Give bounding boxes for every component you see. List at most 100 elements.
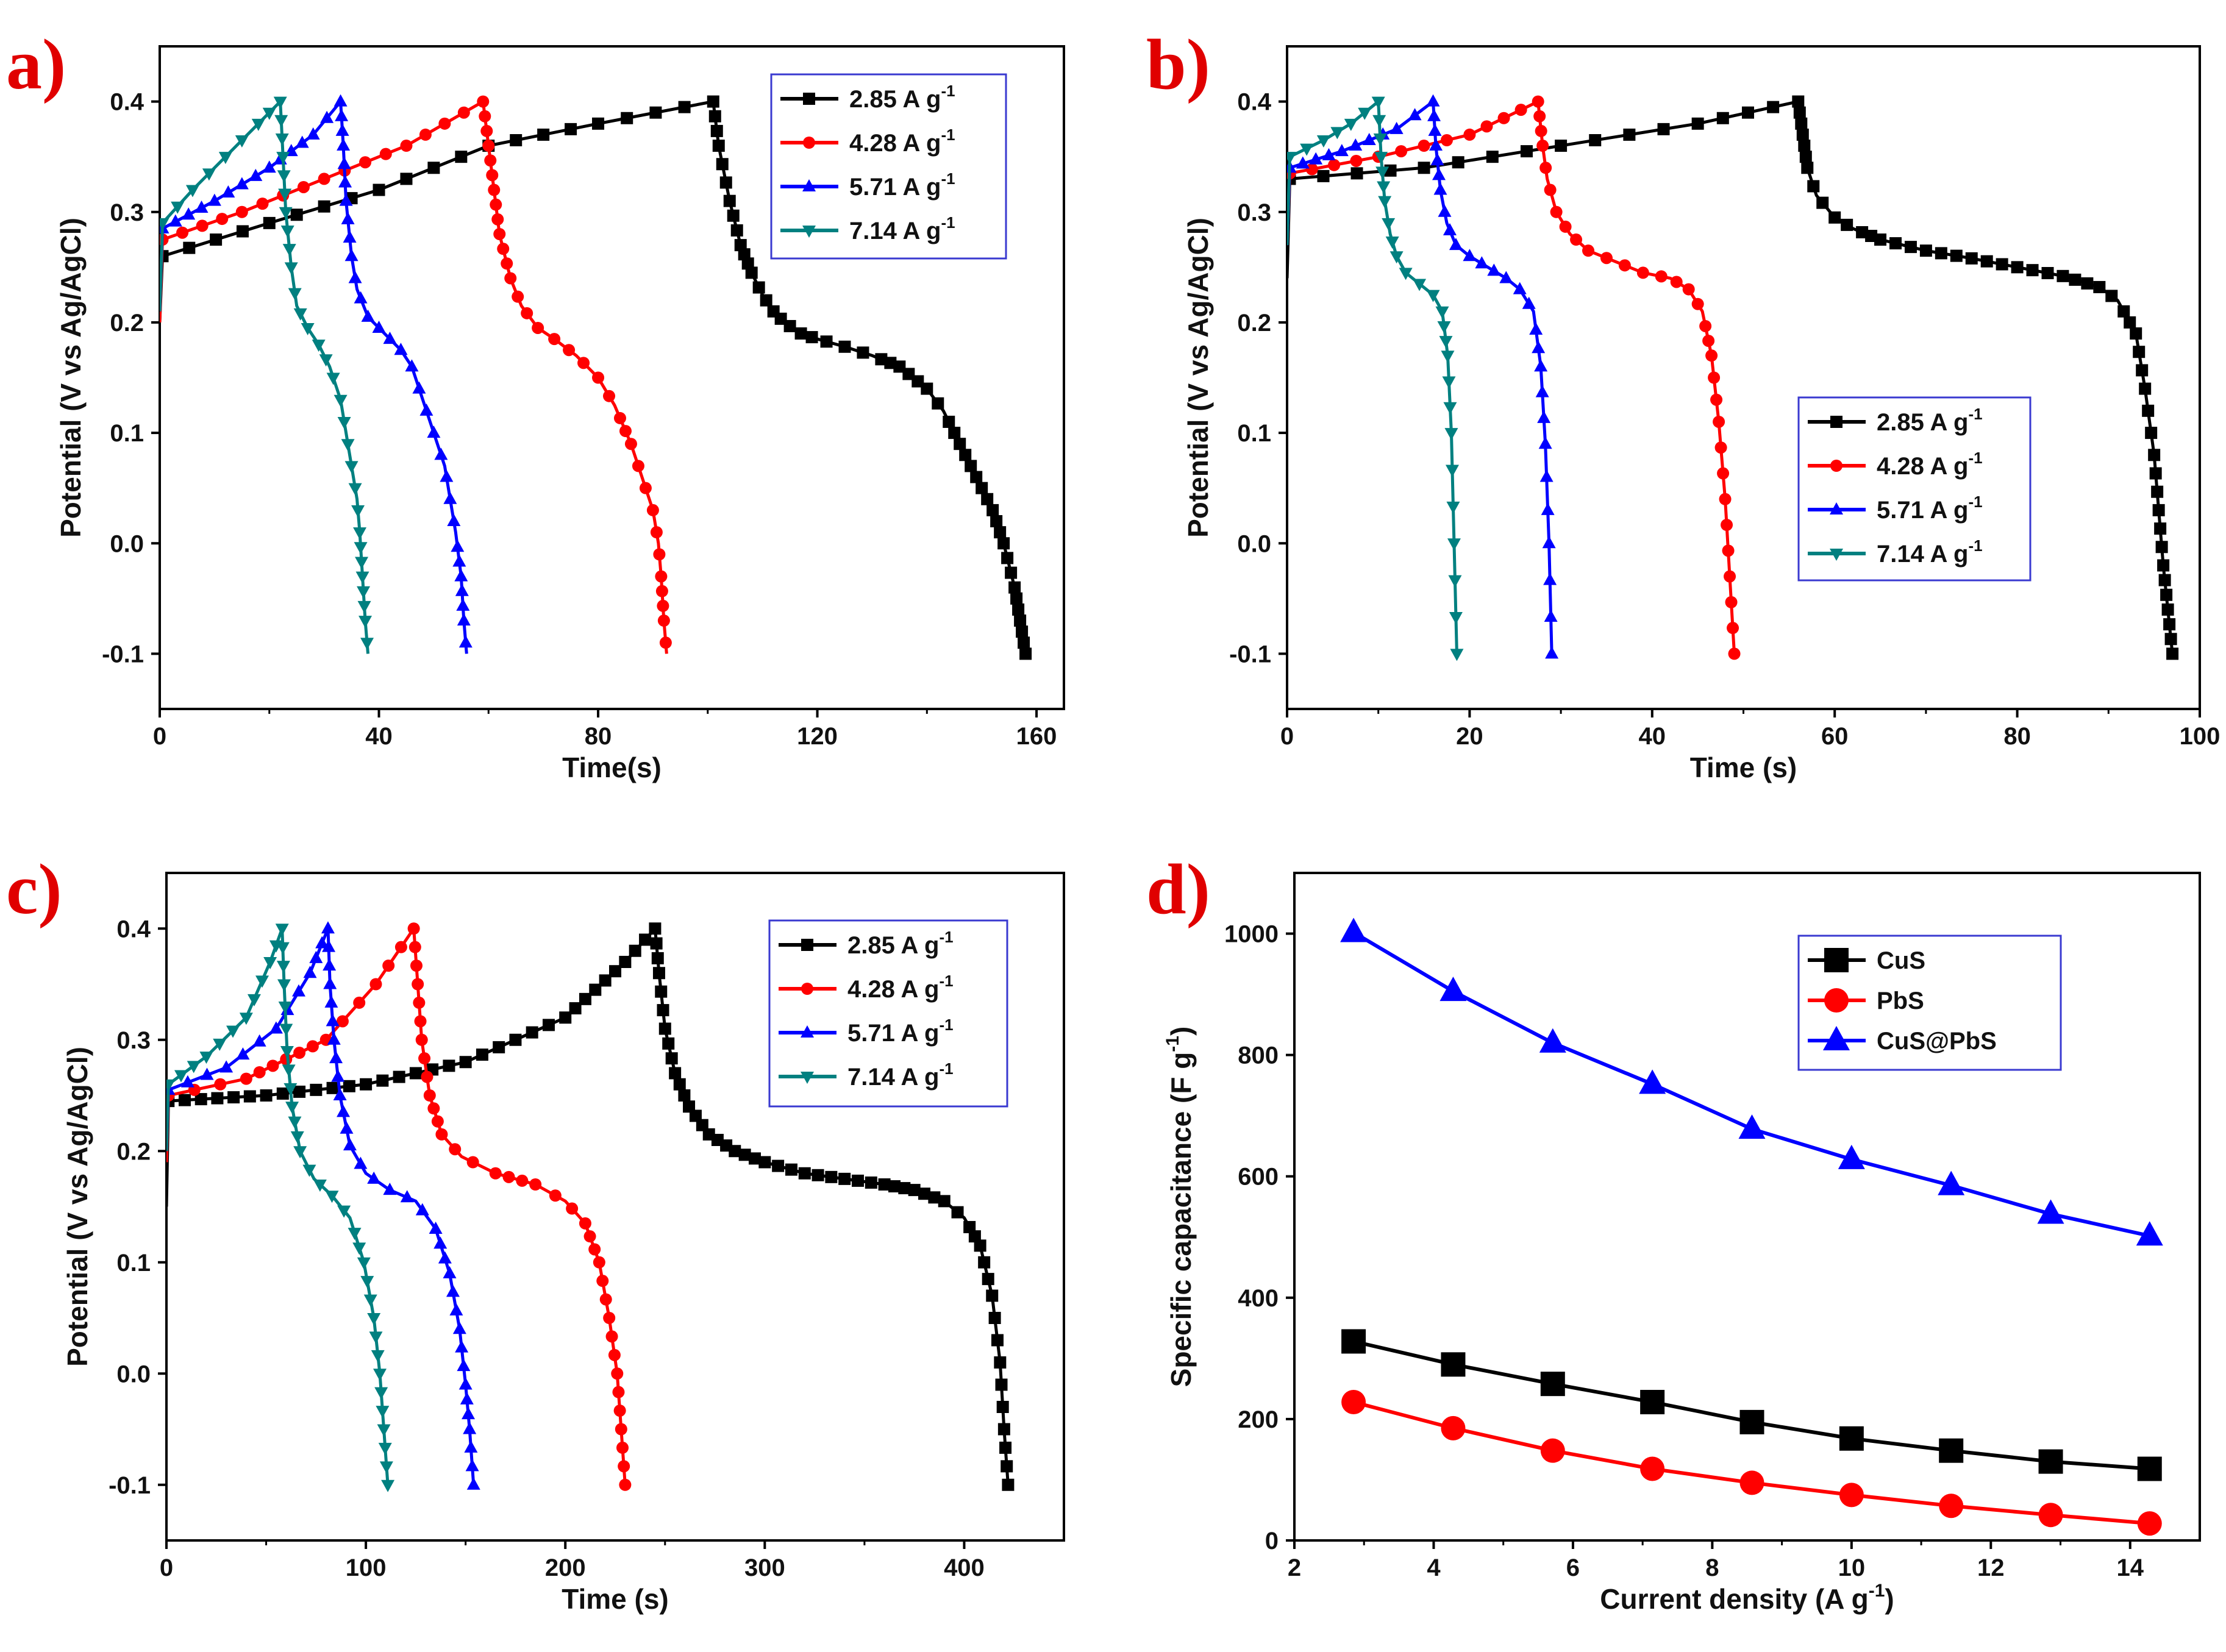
data-point [354,542,368,555]
data-point [1296,156,1310,169]
data-point [592,371,605,384]
data-point [577,357,590,369]
legend-item-3: CuS@PbS [1808,1026,1997,1055]
data-point [1395,145,1408,158]
data-point [227,1091,240,1104]
data-point [1418,140,1430,152]
data-point [337,416,351,429]
data-point [236,1047,250,1060]
data-point [1540,1438,1565,1463]
data-point [452,1322,466,1334]
data-point [565,123,577,135]
legend-label: CuS [1877,947,1925,974]
data-point [290,1131,304,1144]
y-tick-label: 0.3 [116,1027,151,1054]
data-point [1513,282,1527,294]
legend-item-4: 7.14 A g-1 [1808,536,1983,568]
y-tick-label: 0 [1265,1528,1279,1554]
data-point [1018,636,1030,649]
data-point [526,1026,538,1039]
data-point [418,1052,431,1065]
data-point [285,1102,299,1114]
data-point [655,985,668,998]
y-tick-label: 0.0 [110,530,144,557]
data-point [1413,279,1427,291]
data-point [1349,138,1363,151]
data-point [376,1406,390,1419]
y-axis-label: Potential (V vs Ag/AgCl) [55,218,87,538]
data-point [618,1460,630,1473]
data-point [194,1093,207,1106]
data-point [1721,519,1733,532]
data-point [1544,610,1558,622]
data-point [2163,618,2176,631]
data-point [1538,436,1552,449]
data-point [443,1059,455,1072]
data-point [295,135,309,148]
data-point [772,1159,785,1172]
data-point [355,571,369,584]
data-point [1005,566,1018,579]
data-point [371,1350,385,1362]
data-point [326,1014,340,1027]
data-point [988,1312,1001,1324]
legend-label-sup: -1 [1968,493,1982,511]
data-point [1002,1478,1015,1491]
data-point [738,1148,751,1161]
legend: CuS PbS CuS@PbS [1797,935,2062,1071]
data-point [758,1156,771,1169]
data-point [994,1356,1007,1369]
data-point [360,1276,374,1289]
data-point [708,110,721,123]
data-point [413,996,426,1009]
data-point [1739,1470,1764,1495]
data-point [991,1334,1004,1347]
data-point [493,227,506,240]
data-point [277,979,291,992]
y-tick-label: 0.4 [110,89,144,116]
data-point [367,1171,381,1184]
data-point [603,1312,616,1324]
data-point [1539,162,1552,174]
plot-area [1287,94,2179,661]
data-point [938,1195,951,1208]
data-point [878,1178,891,1191]
data-point [263,957,277,969]
data-point [1382,218,1396,230]
data-point [449,1143,462,1156]
data-point [1418,162,1430,174]
data-point [337,1205,351,1218]
data-point [619,425,632,438]
data-point [1535,385,1549,397]
data-point [279,207,293,219]
data-point [745,266,758,279]
data-point [1432,168,1446,180]
data-point [454,569,468,582]
data-point [255,975,269,988]
data-point [187,1061,201,1073]
data-point [2136,364,2149,377]
data-point [1399,268,1413,280]
data-point [452,554,466,567]
series-4 [166,924,395,1492]
data-point [337,157,351,169]
data-point [548,333,561,346]
data-point [415,1033,428,1046]
plot-frame [1293,872,2201,1542]
data-point [476,1049,488,1061]
data-point [431,1115,444,1128]
data-point [653,548,666,561]
series-line [160,99,668,654]
data-point [275,924,289,936]
data-point [2038,1449,2063,1474]
data-point [479,110,491,123]
data-point [174,1070,188,1083]
data-point [1657,123,1670,135]
data-point [361,309,375,322]
data-point [1350,167,1363,180]
data-point [1582,244,1595,257]
data-point [579,1217,591,1230]
data-point [455,151,468,163]
data-point [608,1348,621,1361]
data-point [2154,522,2167,535]
